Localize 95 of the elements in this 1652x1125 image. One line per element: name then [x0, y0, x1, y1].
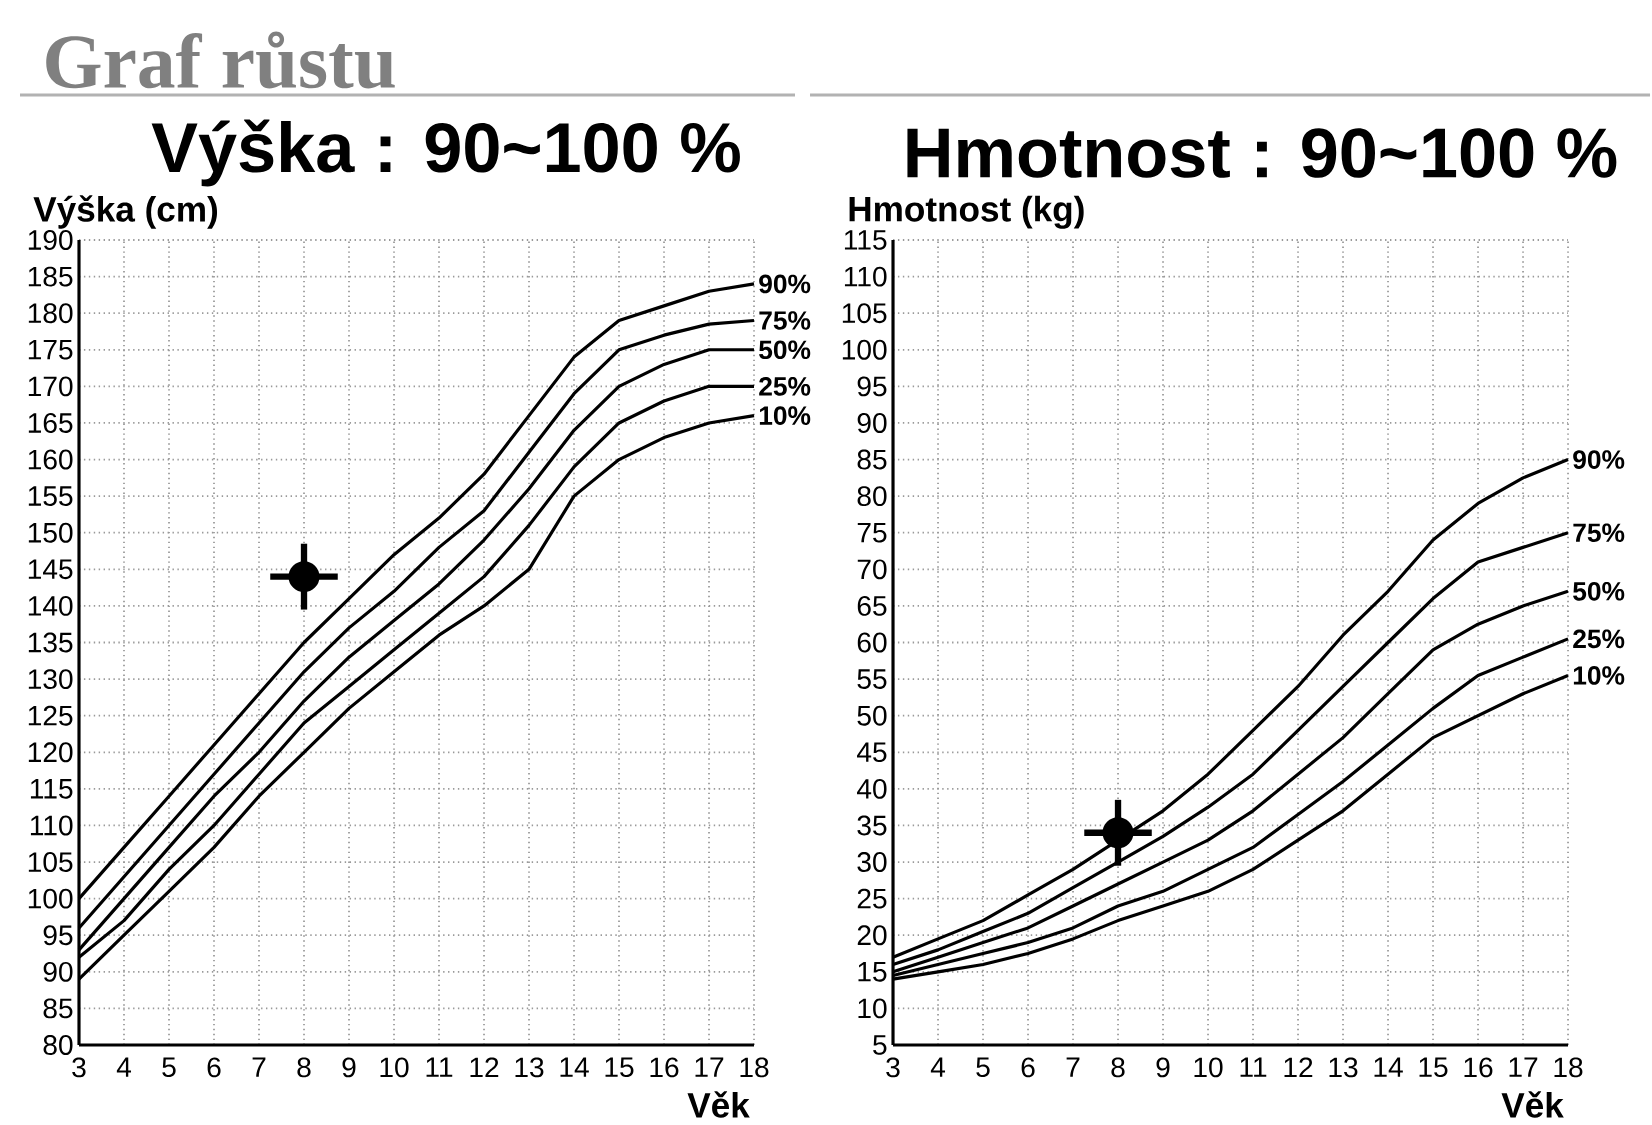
y-tick-label: 80: [43, 1035, 73, 1055]
y-tick-label: 170: [28, 376, 73, 397]
x-axis-title: Věk: [687, 1091, 750, 1118]
x-tick-label: 18: [1554, 1057, 1583, 1078]
y-tick-label: 15: [858, 962, 887, 982]
series-label: 50%: [1573, 581, 1625, 601]
x-tick-label: 3: [886, 1057, 900, 1078]
x-tick-label: 14: [560, 1057, 589, 1077]
y-tick-label: 175: [28, 339, 73, 360]
y-tick-label: 110: [844, 266, 887, 287]
x-tick-label: 12: [470, 1057, 499, 1078]
x-tick-label: 5: [162, 1057, 176, 1078]
y-tick-label: 115: [844, 230, 887, 250]
x-tick-label: 4: [930, 1057, 946, 1077]
x-tick-label: 15: [1419, 1057, 1448, 1078]
x-tick-label: 16: [650, 1057, 679, 1078]
x-tick-label: 12: [1284, 1057, 1313, 1078]
y-tick-label: 70: [857, 559, 887, 580]
series-label: 90%: [1573, 450, 1625, 469]
y-tick-label: 155: [28, 486, 73, 506]
y-tick-label: 105: [842, 303, 887, 324]
y-axis-title: Výška (cm): [33, 195, 218, 229]
y-tick-label: 145: [28, 559, 73, 580]
x-tick-label: 18: [740, 1057, 769, 1078]
x-tick-label: 15: [605, 1057, 634, 1078]
y-tick-label: 150: [28, 522, 73, 543]
y-tick-label: 50: [857, 705, 887, 726]
x-tick-label: 10: [380, 1057, 409, 1078]
x-tick-label: 17: [1509, 1057, 1538, 1077]
x-tick-label: 3: [72, 1057, 86, 1078]
y-tick-label: 90: [43, 961, 73, 982]
y-tick-label: 80: [857, 486, 887, 507]
x-tick-label: 6: [207, 1057, 221, 1078]
x-tick-label: 13: [515, 1057, 544, 1078]
y-tick-label: 40: [857, 778, 887, 799]
y-tick-label: 100: [28, 888, 73, 909]
y-tick-label: 110: [30, 815, 73, 836]
y-tick-label: 75: [857, 522, 887, 543]
series-label: 10%: [759, 406, 811, 425]
y-tick-label: 85: [43, 998, 73, 1019]
x-tick-label: 9: [342, 1057, 356, 1078]
y-tick-label: 30: [857, 852, 887, 873]
y-tick-label: 120: [28, 742, 73, 763]
x-tick-label: 10: [1194, 1057, 1223, 1078]
y-tick-label: 160: [28, 449, 73, 470]
y-tick-label: 105: [28, 852, 73, 873]
x-tick-label: 5: [976, 1057, 990, 1078]
y-tick-label: 10: [858, 998, 887, 1019]
series-label: 90%: [759, 274, 811, 294]
y-tick-label: 95: [43, 925, 73, 946]
x-tick-label: 16: [1464, 1057, 1493, 1078]
series-label: 25%: [1573, 629, 1625, 649]
x-tick-label: 4: [116, 1057, 132, 1077]
x-tick-label: 7: [252, 1057, 266, 1077]
y-tick-label: 90: [857, 413, 887, 433]
x-tick-label: 11: [426, 1057, 453, 1077]
y-tick-label: 165: [28, 413, 73, 433]
chart-title: Graf růstu: [46, 31, 395, 89]
x-tick-label: 11: [1240, 1057, 1267, 1077]
series-label: 25%: [759, 377, 811, 396]
series-label: 10%: [1573, 666, 1625, 685]
y-tick-label: 25: [857, 888, 887, 909]
y-tick-label: 95: [857, 376, 887, 397]
x-tick-label: 8: [1111, 1057, 1125, 1078]
y-tick-label: 115: [30, 779, 73, 799]
y-tick-label: 180: [28, 303, 73, 324]
y-tick-label: 55: [857, 669, 887, 689]
x-tick-label: 8: [297, 1057, 311, 1078]
y-tick-label: 65: [857, 595, 887, 616]
series-label: 50%: [759, 340, 811, 360]
y-tick-label: 135: [28, 632, 73, 653]
x-tick-label: 7: [1066, 1057, 1080, 1077]
y-tick-label: 130: [28, 669, 73, 690]
x-axis-title: Věk: [1501, 1091, 1564, 1118]
y-tick-label: 190: [28, 230, 73, 250]
x-tick-label: 17: [695, 1057, 724, 1077]
y-tick-label: 60: [857, 632, 887, 653]
y-tick-label: 100: [842, 339, 887, 360]
y-tick-label: 45: [857, 742, 887, 763]
y-tick-label: 35: [857, 815, 887, 836]
x-tick-label: 9: [1156, 1057, 1170, 1078]
y-tick-label: 185: [28, 266, 73, 287]
y-axis-title: Hmotnost (kg): [849, 195, 1084, 229]
y-tick-label: 20: [857, 925, 887, 946]
y-tick-label: 85: [857, 449, 887, 470]
y-tick-label: 140: [28, 595, 73, 616]
x-tick-label: 14: [1374, 1057, 1403, 1077]
x-tick-label: 6: [1021, 1057, 1035, 1078]
chart-subtitle: Výška : 90~100 %: [151, 119, 740, 187]
x-tick-label: 13: [1329, 1057, 1358, 1078]
series-label: 75%: [1573, 523, 1625, 543]
series-label: 75%: [759, 311, 811, 330]
chart-subtitle: Hmotnost : 90~100 %: [907, 128, 1617, 178]
y-tick-label: 125: [28, 705, 73, 726]
y-tick-label: 5: [873, 1035, 887, 1055]
